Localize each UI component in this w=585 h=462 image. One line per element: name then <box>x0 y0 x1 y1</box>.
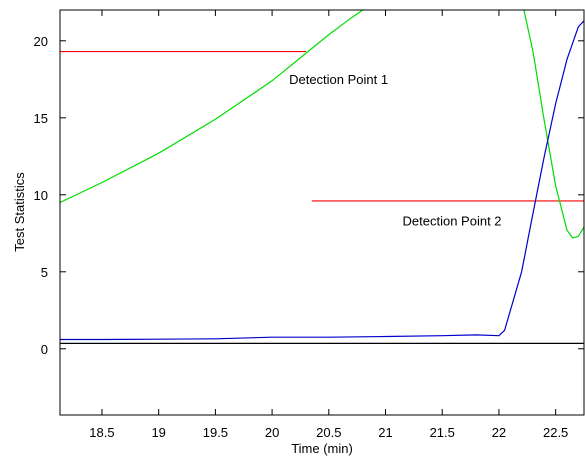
y-tick-label: 5 <box>41 265 48 280</box>
y-axis-title: Test Statistics <box>12 172 27 252</box>
plot-area <box>60 10 584 344</box>
annotation-1: Detection Point 1 <box>289 72 388 87</box>
annotation-2: Detection Point 2 <box>403 214 502 229</box>
x-tick-label: 18.5 <box>89 425 114 440</box>
y-tick-label: 20 <box>34 34 48 49</box>
x-tick-label: 22.5 <box>543 425 568 440</box>
axis-ticks <box>60 10 584 415</box>
series-1-line-2 <box>523 10 584 239</box>
y-tick-label: 15 <box>34 111 48 126</box>
plot-frame <box>59 9 585 416</box>
series-2-line-1 <box>60 20 584 341</box>
annotations: Detection Point 1 Detection Point 2 <box>289 72 501 229</box>
x-tick-label: 21.5 <box>430 425 455 440</box>
x-tick-label: 19.5 <box>203 425 228 440</box>
y-tick-label: 0 <box>41 342 48 357</box>
x-tick-label: 20.5 <box>316 425 341 440</box>
x-tick-label: 21 <box>378 425 392 440</box>
x-tick-label: 19 <box>151 425 165 440</box>
series-1-line-1 <box>60 10 364 204</box>
y-tick-label: 10 <box>34 188 48 203</box>
x-tick-label: 22 <box>492 425 506 440</box>
x-tick-label: 20 <box>265 425 279 440</box>
x-axis-tick-labels: 18.5 19 19.5 20 20.5 21 21.5 22 22.5 <box>89 425 568 440</box>
x-axis-title: Time (min) <box>291 441 353 456</box>
y-axis-tick-labels: 0 5 10 15 20 <box>34 34 48 357</box>
